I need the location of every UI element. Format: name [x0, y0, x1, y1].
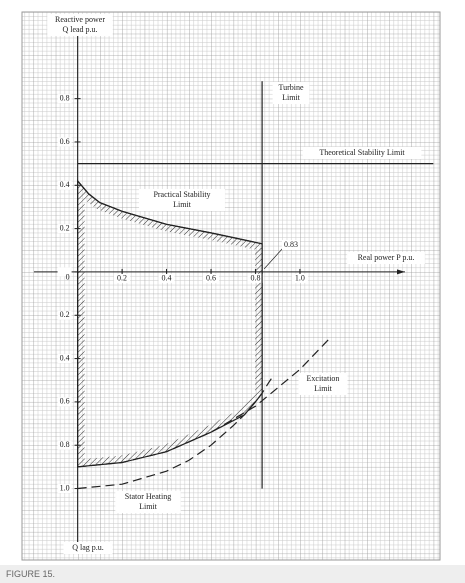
- tick-bg: [114, 273, 131, 283]
- y-tick-label: 0.4: [60, 353, 70, 362]
- limit-curve: [77, 180, 263, 245]
- annotation-bg: [302, 147, 422, 159]
- tick-bg: [247, 273, 264, 283]
- y-axis-label-bg: [47, 14, 113, 36]
- annotation: Limit: [282, 93, 301, 102]
- chart: 0.2 0.4 0.6 0.8 1.0 0.8 0.6 0.4 0.2 0 0.2 0.4 0.6 0.8…: [21, 11, 441, 561]
- y-tick-label: 0.6: [60, 397, 70, 406]
- annotation-bg: [139, 189, 225, 211]
- limit-curve: [77, 375, 274, 490]
- tick-bg: [57, 310, 72, 320]
- annotation: Limit: [314, 384, 333, 393]
- y-tick-label: 0.2: [60, 223, 70, 232]
- tick-bg: [57, 137, 72, 147]
- y-tick-label: 0.8: [60, 440, 70, 449]
- graph-paper: [21, 11, 441, 561]
- annotation: Theoretical Stability Limit: [319, 148, 405, 157]
- y-axis-label: Q lead p.u.: [62, 25, 97, 34]
- y-tick-label: 0: [66, 273, 70, 282]
- marker-bg: [282, 240, 300, 250]
- y-tick-label: 1.0: [60, 483, 70, 492]
- annotation: Practical Stability: [153, 190, 210, 199]
- tick-bg: [57, 94, 72, 104]
- y-axis-label: Reactive power: [55, 15, 105, 24]
- x-tick-label: 0.8: [250, 274, 260, 283]
- y-axis-label-bottom: Q lag p.u.: [72, 543, 104, 552]
- y-axis-label-bottom-bg: [63, 542, 113, 554]
- y-tick-label: 0.4: [60, 180, 70, 189]
- tick-bg: [57, 180, 72, 190]
- x-axis-label-bg: [347, 252, 425, 264]
- tick-bg: [202, 273, 219, 283]
- annotation-bg: [298, 373, 348, 395]
- y-tick-label: 0.8: [60, 93, 70, 102]
- marker-label: 0.83: [284, 240, 298, 249]
- marker-leader: [263, 247, 284, 270]
- y-tick-label: 0.2: [60, 310, 70, 319]
- annotation: Limit: [139, 502, 158, 511]
- caption: FIGURE 15.: [0, 565, 465, 583]
- x-arrow: [397, 269, 405, 275]
- tick-bg: [57, 267, 72, 277]
- annotation-bg: [272, 82, 310, 104]
- tick-bg: [57, 484, 72, 494]
- annotation: Turbine: [278, 83, 303, 92]
- x-tick-label: 0.2: [117, 274, 127, 283]
- annotation: Stator Heating: [125, 492, 171, 501]
- x-tick-label: 0.6: [206, 274, 216, 283]
- annotation-bg: [115, 491, 181, 513]
- tick-bg: [57, 440, 72, 450]
- tick-bg: [291, 273, 308, 283]
- tick-bg: [57, 354, 72, 364]
- tick-bg: [158, 273, 175, 283]
- limit-curve: [77, 336, 332, 468]
- x-axis-label: Real power P p.u.: [358, 253, 415, 262]
- x-tick-label: 1.0: [295, 274, 305, 283]
- tick-bg: [57, 224, 72, 234]
- annotation: Excitation: [307, 374, 340, 383]
- annotation: Limit: [173, 200, 192, 209]
- y-tick-label: 0.6: [60, 137, 70, 146]
- tick-bg: [57, 397, 72, 407]
- x-tick-label: 0.4: [162, 274, 172, 283]
